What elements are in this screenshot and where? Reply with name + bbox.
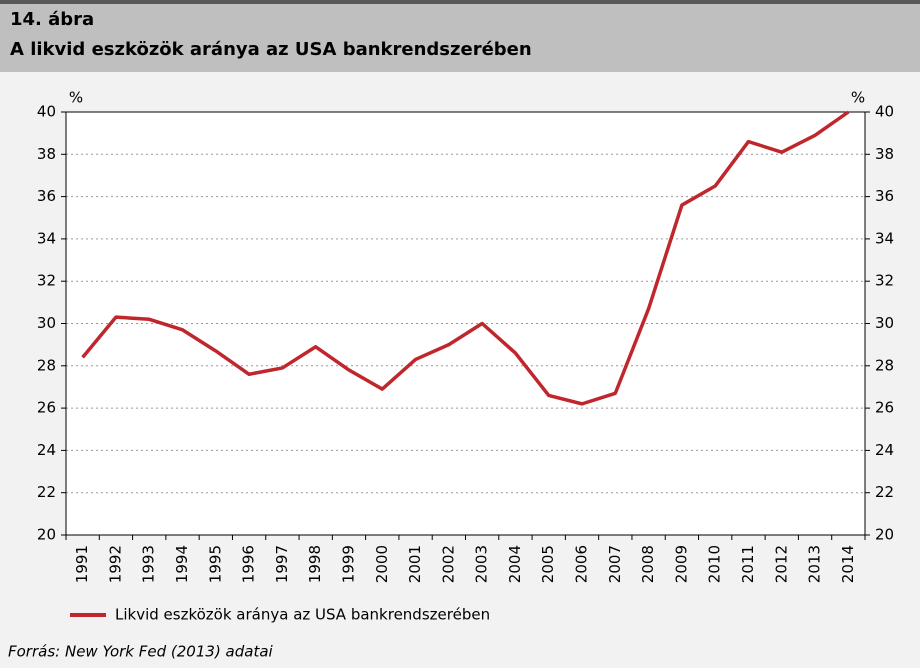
y2-tick-label: 30 — [875, 314, 894, 332]
y2-tick-label: 36 — [875, 187, 894, 205]
y-tick-label: 38 — [37, 145, 56, 163]
x-tick-label: 2002 — [439, 545, 457, 583]
y-tick-label: 22 — [37, 483, 56, 501]
y2-tick-label: 28 — [875, 356, 894, 374]
x-tick-label: 1992 — [106, 545, 124, 583]
y2-tick-label: 40 — [875, 103, 894, 121]
x-tick-label: 2005 — [539, 545, 557, 583]
y-tick-label: 36 — [37, 187, 56, 205]
y-tick-label: 20 — [37, 526, 56, 544]
x-tick-label: 2011 — [739, 545, 757, 583]
data-line — [81, 110, 850, 406]
y2-tick-label: 22 — [875, 483, 894, 501]
x-tick-label: 2007 — [606, 545, 624, 583]
y2-tick-label: 32 — [875, 272, 894, 290]
x-tick-label: 1994 — [173, 545, 191, 583]
y2-tick-label: 24 — [875, 441, 894, 459]
x-tick-label: 1995 — [206, 545, 224, 583]
x-tick-label: 1997 — [273, 545, 291, 583]
y-tick-label: 28 — [37, 356, 56, 374]
header — [0, 0, 920, 72]
x-tick-label: 2008 — [639, 545, 657, 583]
x-tick-label: 2003 — [473, 545, 491, 583]
y2-tick-label: 38 — [875, 145, 894, 163]
y2-tick-label: 26 — [875, 399, 894, 417]
y2-axis-unit: % — [851, 89, 865, 107]
y-tick-label: 32 — [37, 272, 56, 290]
x-tick-label: 2009 — [672, 545, 690, 583]
x-tick-label: 2001 — [406, 545, 424, 583]
x-tick-label: 1999 — [339, 545, 357, 583]
y-axis-unit: % — [69, 89, 83, 107]
y-tick-label: 24 — [37, 441, 56, 459]
x-tick-label: 1996 — [240, 545, 258, 583]
x-tick-label: 2000 — [373, 545, 391, 583]
legend-label: Likvid eszközök aránya az USA bankrendsz… — [115, 606, 490, 624]
x-tick-label: 2006 — [573, 545, 591, 583]
plot-area — [66, 112, 865, 535]
x-tick-label: 1993 — [140, 545, 158, 583]
y2-tick-label: 34 — [875, 229, 894, 247]
x-tick-label: 1991 — [73, 545, 91, 583]
x-tick-label: 2014 — [839, 545, 857, 583]
x-tick-label: 1998 — [306, 545, 324, 583]
chart-subtitle: A likvid eszközök aránya az USA bankrend… — [10, 39, 532, 60]
x-tick-label: 2010 — [706, 545, 724, 583]
x-tick-label: 2004 — [506, 545, 524, 583]
y-tick-label: 26 — [37, 399, 56, 417]
y-tick-label: 40 — [37, 103, 56, 121]
chart-title: 14. ábra — [10, 9, 94, 30]
x-tick-label: 2012 — [772, 545, 790, 583]
y-tick-label: 30 — [37, 314, 56, 332]
y2-tick-label: 20 — [875, 526, 894, 544]
header-border — [0, 0, 920, 4]
x-tick-label: 2013 — [806, 545, 824, 583]
y-tick-label: 34 — [37, 229, 56, 247]
source: Forrás: New York Fed (2013) adatai — [8, 643, 274, 661]
